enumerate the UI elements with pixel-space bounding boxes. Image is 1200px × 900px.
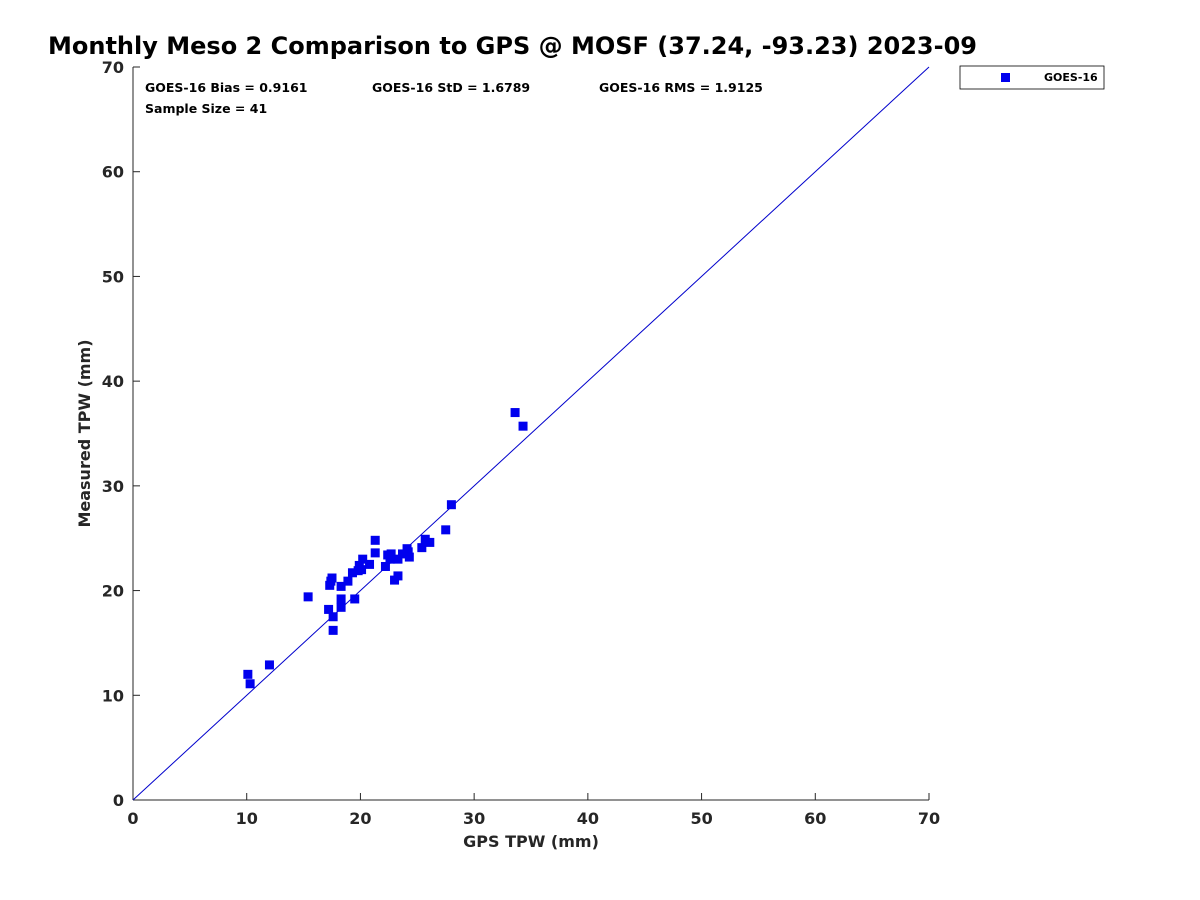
y-tick-label: 50 bbox=[102, 267, 124, 286]
data-point bbox=[398, 549, 408, 559]
y-tick-label: 0 bbox=[113, 791, 124, 810]
chart-title: Monthly Meso 2 Comparison to GPS @ MOSF … bbox=[48, 32, 977, 60]
data-point bbox=[510, 408, 520, 418]
legend-marker-square bbox=[1001, 73, 1010, 82]
data-points bbox=[243, 408, 528, 689]
data-point bbox=[518, 421, 528, 431]
x-axis-label: GPS TPW (mm) bbox=[463, 832, 599, 851]
y-tick-label: 30 bbox=[102, 477, 124, 496]
data-point bbox=[403, 547, 413, 557]
stat-bias: GOES-16 Bias = 0.9161 bbox=[145, 80, 307, 95]
data-point bbox=[441, 525, 451, 535]
y-tick-label: 70 bbox=[102, 58, 124, 77]
data-point bbox=[328, 612, 338, 622]
data-point bbox=[336, 602, 346, 612]
data-point bbox=[357, 565, 367, 575]
data-point bbox=[350, 594, 360, 604]
data-point bbox=[328, 625, 338, 635]
x-tick-label: 20 bbox=[349, 809, 371, 828]
data-point bbox=[303, 592, 313, 602]
data-point bbox=[243, 669, 253, 679]
y-tick-label: 40 bbox=[102, 372, 124, 391]
data-point bbox=[417, 543, 427, 553]
data-point bbox=[358, 554, 368, 564]
x-tick-label: 60 bbox=[804, 809, 826, 828]
data-point bbox=[347, 568, 357, 578]
x-tick-label: 10 bbox=[236, 809, 258, 828]
data-point bbox=[245, 679, 255, 689]
data-point bbox=[404, 552, 414, 562]
data-point bbox=[336, 581, 346, 591]
one-to-one-reference-line bbox=[132, 66, 930, 801]
legend-box bbox=[959, 65, 1105, 90]
data-point bbox=[385, 554, 395, 564]
data-point bbox=[380, 561, 390, 571]
y-axis-label: Measured TPW (mm) bbox=[75, 339, 94, 527]
y-tick-label: 60 bbox=[102, 163, 124, 182]
data-point bbox=[393, 554, 403, 564]
data-point bbox=[264, 660, 274, 670]
data-point bbox=[386, 549, 396, 559]
x-tick-label: 0 bbox=[127, 809, 138, 828]
y-tick-label: 10 bbox=[102, 686, 124, 705]
data-point bbox=[327, 573, 337, 583]
data-point bbox=[343, 576, 353, 586]
legend: GOES-16 bbox=[959, 65, 1105, 90]
y-tick-label: 20 bbox=[102, 582, 124, 601]
data-point bbox=[420, 534, 430, 544]
data-point bbox=[370, 535, 380, 545]
x-tick-label: 30 bbox=[463, 809, 485, 828]
plot-area: 0 10 20 30 40 50 60 70 0 10 20 30 40 50 60 70 bbox=[102, 58, 940, 828]
data-point bbox=[365, 559, 375, 569]
x-tick-label: 70 bbox=[918, 809, 940, 828]
y-axis-ticks: 0 10 20 30 40 50 60 70 bbox=[102, 58, 140, 810]
stat-std: GOES-16 StD = 1.6789 bbox=[372, 80, 530, 95]
data-point bbox=[393, 571, 403, 581]
data-point bbox=[370, 548, 380, 558]
stat-rms: GOES-16 RMS = 1.9125 bbox=[599, 80, 763, 95]
data-point bbox=[446, 500, 456, 510]
x-tick-label: 40 bbox=[577, 809, 599, 828]
x-tick-label: 50 bbox=[690, 809, 712, 828]
stat-sample-size: Sample Size = 41 bbox=[145, 101, 267, 116]
data-point bbox=[336, 594, 346, 604]
legend-label-goes16: GOES-16 bbox=[1044, 71, 1098, 84]
x-axis-ticks: 0 10 20 30 40 50 60 70 bbox=[127, 793, 940, 828]
data-point bbox=[324, 604, 334, 614]
data-point bbox=[425, 537, 435, 547]
